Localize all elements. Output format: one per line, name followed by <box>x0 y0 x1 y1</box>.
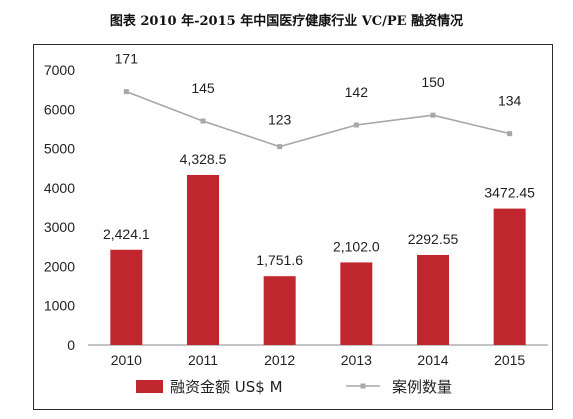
chart-frame <box>33 44 553 410</box>
data-labels: 2,424.1 4,328.5 1,751.6 2,102.0 2292.55 3472.… <box>103 51 535 269</box>
y-tick-label: 0 <box>67 337 75 353</box>
y-tick-label: 6000 <box>44 101 75 117</box>
x-tick-label: 2014 <box>417 352 448 368</box>
bar <box>187 174 219 345</box>
y-tick-label: 3000 <box>44 219 75 235</box>
bar-value-label: 2,424.1 <box>103 226 150 242</box>
y-tick-label: 7000 <box>44 62 75 78</box>
line-value-label: 142 <box>345 84 369 100</box>
figure-title: 图表 2010 年-2015 年中国医疗健康行业 VC/PE 融资情况 <box>109 14 464 29</box>
y-tick-label: 1000 <box>44 298 75 314</box>
x-tick-label: 2012 <box>264 352 295 368</box>
bar-series <box>110 174 526 345</box>
bar-value-label: 2292.55 <box>408 231 459 247</box>
line-value-label: 123 <box>268 112 292 128</box>
line-point <box>200 118 206 124</box>
bar-value-label: 1,751.6 <box>256 252 303 268</box>
x-tick-label: 2013 <box>341 352 372 368</box>
line-value-label: 145 <box>191 80 215 96</box>
line-value-label: 171 <box>115 51 139 67</box>
line-point <box>353 122 359 128</box>
x-tick-label: 2010 <box>111 352 142 368</box>
y-tick-label: 5000 <box>44 141 75 157</box>
line-path <box>126 90 510 148</box>
bar <box>110 249 143 345</box>
bar-value-label: 3472.45 <box>484 185 535 201</box>
legend-line-label: 案例数量 <box>392 378 452 396</box>
legend: 融资金额 US$ M 案例数量 <box>136 378 452 396</box>
line-series <box>123 89 513 150</box>
bar-value-label: 2,102.0 <box>333 238 380 254</box>
legend-line-marker <box>360 383 366 389</box>
bar <box>493 208 526 345</box>
x-tick-label: 2015 <box>494 352 525 368</box>
line-value-label: 150 <box>421 74 445 90</box>
bar <box>340 262 373 345</box>
legend-bar-swatch <box>136 380 163 393</box>
line-point <box>123 89 129 95</box>
line-point <box>277 144 283 150</box>
line-value-label: 134 <box>498 93 522 109</box>
line-point <box>430 112 436 118</box>
bar-value-label: 4,328.5 <box>180 151 227 167</box>
x-tick-label: 2011 <box>188 352 218 368</box>
bar <box>417 254 449 345</box>
legend-bar-label: 融资金额 US$ M <box>170 378 283 396</box>
y-tick-label: 2000 <box>44 258 75 274</box>
axes: 0 1000 2000 3000 4000 5000 6000 7000 2010 2011 201… <box>44 62 548 368</box>
bar <box>263 276 296 345</box>
y-tick-label: 4000 <box>44 180 75 196</box>
line-point <box>507 131 513 137</box>
